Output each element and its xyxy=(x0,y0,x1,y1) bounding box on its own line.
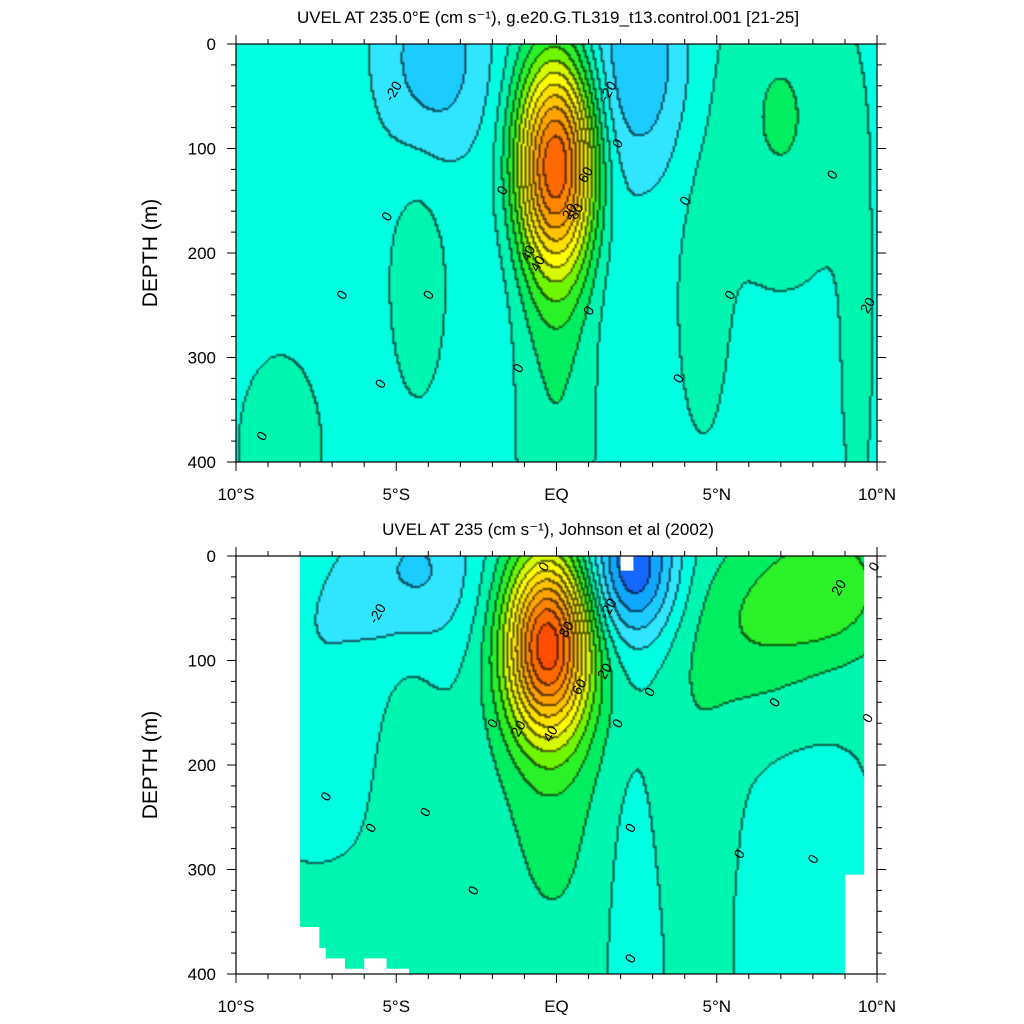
panel-2-y-axis-label: DEPTH (m) xyxy=(139,711,162,820)
panel-1-axes: 10°S 5°S EQ 5°N 10°N 0 100 200 300 400 xyxy=(188,35,896,504)
x-tick-label: 5°S xyxy=(382,485,410,504)
missing-data-east xyxy=(864,556,877,891)
contour-label: 60 xyxy=(568,676,590,698)
panel-2-axes: 10°S 5°S EQ 5°N 10°N 0 100 200 300 400 xyxy=(188,547,896,1016)
contour-label: 80 xyxy=(555,618,577,640)
y-tick-label: 200 xyxy=(188,244,216,263)
x-tick-label: 10°N xyxy=(858,485,896,504)
x-tick-label: 5°N xyxy=(702,485,731,504)
contour-label: 60 xyxy=(575,164,597,186)
panel-model: UVEL AT 235.0°E (cm s⁻¹), g.e20.G.TL319_… xyxy=(139,8,896,504)
y-tick-label: 300 xyxy=(188,861,216,880)
contour-label: 40 xyxy=(526,253,548,275)
panel-observations: UVEL AT 235 (cm s⁻¹), Johnson et al (200… xyxy=(139,520,896,1016)
contour-label: 40 xyxy=(517,242,539,264)
x-tick-label: 5°N xyxy=(702,997,731,1016)
contour-label: 80 xyxy=(565,200,587,222)
panel-1-contour-fill xyxy=(236,44,877,462)
y-tick-label: 300 xyxy=(188,349,216,368)
missing-data-southeast xyxy=(844,874,877,974)
contour-label: 20 xyxy=(507,717,529,739)
contour-label: 40 xyxy=(539,723,561,745)
panel-1-title: UVEL AT 235.0°E (cm s⁻¹), g.e20.G.TL319_… xyxy=(297,8,799,27)
contour-label: 20 xyxy=(828,576,850,598)
x-tick-label: 5°S xyxy=(382,997,410,1016)
missing-data-surface-gap xyxy=(620,556,634,571)
panel-2-missing-data-mask xyxy=(236,556,877,974)
contour-label: 20 xyxy=(857,294,879,316)
x-tick-label: 10°S xyxy=(217,997,254,1016)
contour-label: 20 xyxy=(594,660,616,682)
y-tick-label: 0 xyxy=(207,547,216,566)
panel-2-title: UVEL AT 235 (cm s⁻¹), Johnson et al (200… xyxy=(382,520,714,539)
panel-1-y-axis-label: DEPTH (m) xyxy=(139,199,162,308)
x-tick-label: 10°N xyxy=(858,997,896,1016)
panel-2-contour-fill xyxy=(236,556,877,974)
x-tick-label: EQ xyxy=(544,997,569,1016)
y-tick-label: 100 xyxy=(188,140,216,159)
missing-data-southwest xyxy=(236,869,410,974)
contour-label: 20 xyxy=(558,200,580,222)
y-tick-label: 0 xyxy=(207,35,216,54)
missing-data-west xyxy=(236,556,301,870)
y-tick-label: 100 xyxy=(188,652,216,671)
x-tick-label: EQ xyxy=(544,485,569,504)
y-tick-label: 400 xyxy=(188,453,216,472)
y-tick-label: 200 xyxy=(188,756,216,775)
x-tick-label: 10°S xyxy=(217,485,254,504)
y-tick-label: 400 xyxy=(188,965,216,984)
